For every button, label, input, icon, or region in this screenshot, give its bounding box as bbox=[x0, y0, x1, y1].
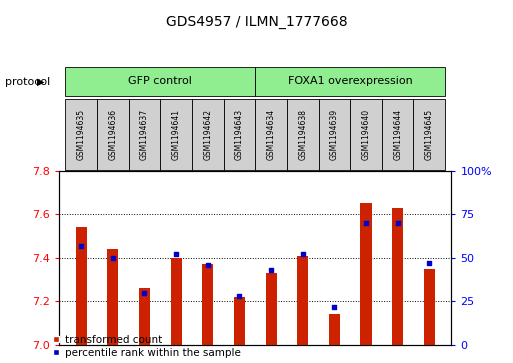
Bar bbox=[202, 264, 213, 345]
Point bbox=[330, 303, 339, 309]
Text: GSM1194638: GSM1194638 bbox=[298, 109, 307, 160]
Text: GSM1194644: GSM1194644 bbox=[393, 109, 402, 160]
Text: GSM1194636: GSM1194636 bbox=[108, 109, 117, 160]
Text: ▶: ▶ bbox=[37, 77, 45, 87]
Point bbox=[362, 220, 370, 226]
Bar bbox=[107, 249, 119, 345]
Bar bbox=[97, 99, 129, 170]
Bar bbox=[392, 208, 403, 345]
Point bbox=[204, 262, 212, 268]
Bar bbox=[65, 67, 255, 96]
Bar bbox=[424, 269, 435, 345]
Bar bbox=[266, 273, 277, 345]
Text: GSM1194645: GSM1194645 bbox=[425, 109, 434, 160]
Bar bbox=[170, 258, 182, 345]
Text: GSM1194643: GSM1194643 bbox=[235, 109, 244, 160]
Legend: transformed count, percentile rank within the sample: transformed count, percentile rank withi… bbox=[51, 335, 241, 358]
Text: protocol: protocol bbox=[5, 77, 50, 87]
Bar bbox=[234, 297, 245, 345]
Point bbox=[141, 290, 149, 295]
Bar bbox=[129, 99, 160, 170]
Point bbox=[77, 242, 85, 248]
Point bbox=[299, 251, 307, 257]
Bar bbox=[75, 227, 87, 345]
Text: FOXA1 overexpression: FOXA1 overexpression bbox=[288, 76, 412, 86]
Bar bbox=[361, 203, 371, 345]
Text: GSM1194641: GSM1194641 bbox=[171, 109, 181, 160]
Text: GFP control: GFP control bbox=[128, 76, 192, 86]
Bar bbox=[160, 99, 192, 170]
Point bbox=[109, 255, 117, 261]
Bar bbox=[287, 99, 319, 170]
Bar bbox=[224, 99, 255, 170]
Bar bbox=[255, 99, 287, 170]
Bar bbox=[255, 67, 445, 96]
Bar bbox=[139, 288, 150, 345]
Text: GDS4957 / ILMN_1777668: GDS4957 / ILMN_1777668 bbox=[166, 15, 347, 29]
Point bbox=[172, 251, 180, 257]
Bar bbox=[329, 314, 340, 345]
Bar bbox=[413, 99, 445, 170]
Text: GSM1194634: GSM1194634 bbox=[267, 109, 275, 160]
Bar bbox=[382, 99, 413, 170]
Point bbox=[425, 260, 433, 266]
Text: GSM1194640: GSM1194640 bbox=[362, 109, 370, 160]
Text: GSM1194635: GSM1194635 bbox=[76, 109, 86, 160]
Text: GSM1194637: GSM1194637 bbox=[140, 109, 149, 160]
Text: GSM1194639: GSM1194639 bbox=[330, 109, 339, 160]
Bar bbox=[192, 99, 224, 170]
Bar bbox=[319, 99, 350, 170]
Bar bbox=[297, 256, 308, 345]
Bar bbox=[350, 99, 382, 170]
Point bbox=[235, 293, 244, 299]
Bar bbox=[65, 99, 97, 170]
Point bbox=[393, 220, 402, 226]
Point bbox=[267, 267, 275, 273]
Text: GSM1194642: GSM1194642 bbox=[203, 109, 212, 160]
